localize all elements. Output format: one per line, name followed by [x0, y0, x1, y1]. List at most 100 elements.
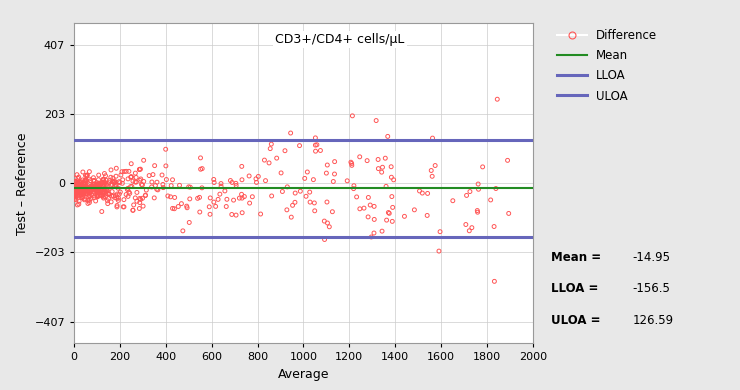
Point — [91, 184, 103, 190]
Point — [204, 195, 216, 201]
Point — [309, 148, 321, 154]
Point — [79, 187, 91, 193]
Point — [327, 178, 339, 184]
Point — [128, 202, 140, 208]
Point — [70, 185, 81, 191]
Point — [75, 186, 87, 192]
Point — [73, 183, 85, 189]
Point — [92, 172, 104, 178]
Point — [146, 184, 158, 190]
Point — [264, 145, 276, 152]
Point — [88, 183, 100, 189]
Point — [127, 207, 139, 213]
Point — [94, 189, 106, 195]
Point — [165, 183, 177, 189]
Point — [81, 184, 92, 190]
Point — [70, 193, 81, 199]
Point — [107, 188, 118, 195]
Point — [75, 192, 87, 198]
Point — [91, 192, 103, 199]
Point — [138, 178, 149, 184]
Point — [92, 177, 104, 183]
Point — [88, 177, 100, 184]
Point — [70, 186, 81, 193]
Point — [130, 170, 141, 176]
Point — [95, 181, 107, 188]
Point — [177, 228, 189, 234]
Point — [258, 157, 270, 163]
Point — [87, 181, 99, 188]
Point — [81, 187, 93, 193]
Point — [321, 162, 333, 168]
Point — [111, 204, 123, 210]
Point — [184, 196, 195, 202]
Point — [151, 186, 163, 192]
Point — [70, 185, 81, 191]
Point — [311, 142, 323, 148]
Point — [260, 177, 272, 184]
Point — [149, 163, 161, 169]
Point — [89, 181, 101, 187]
Point — [285, 130, 297, 136]
Point — [73, 198, 85, 204]
Point — [103, 195, 115, 202]
Point — [71, 193, 83, 199]
Point — [386, 218, 398, 225]
Point — [158, 184, 169, 191]
Point — [81, 186, 92, 192]
Point — [123, 189, 135, 195]
Point — [386, 164, 397, 170]
Point — [181, 203, 192, 209]
Point — [72, 189, 84, 195]
Point — [86, 185, 98, 191]
Point — [488, 278, 500, 284]
Point — [502, 210, 514, 216]
Point — [84, 183, 96, 189]
Point — [346, 160, 357, 167]
Point — [471, 209, 483, 215]
Point — [86, 186, 98, 192]
Point — [87, 183, 99, 189]
Point — [85, 183, 97, 189]
Point — [369, 203, 380, 209]
Point — [137, 195, 149, 201]
Point — [133, 166, 145, 172]
Point — [73, 178, 85, 184]
Point — [399, 213, 411, 220]
Point — [70, 193, 81, 199]
Point — [84, 177, 96, 184]
Point — [89, 193, 101, 199]
Point — [76, 188, 88, 195]
Point — [314, 147, 326, 154]
Point — [101, 190, 113, 197]
Point — [72, 190, 84, 196]
Point — [74, 190, 86, 197]
Point — [90, 183, 101, 189]
Point — [71, 179, 83, 185]
Point — [224, 177, 236, 184]
Point — [82, 188, 94, 195]
Point — [135, 166, 147, 172]
Point — [90, 188, 102, 195]
Point — [116, 168, 128, 175]
Point — [137, 203, 149, 209]
Point — [90, 186, 101, 193]
Point — [289, 190, 301, 196]
Point — [214, 191, 226, 197]
Text: LLOA =: LLOA = — [551, 282, 599, 296]
Point — [78, 181, 90, 188]
Point — [124, 190, 135, 197]
Point — [125, 174, 137, 180]
Point — [466, 225, 478, 231]
Point — [157, 181, 169, 188]
Point — [75, 195, 87, 201]
Point — [429, 162, 441, 168]
Point — [77, 190, 89, 196]
Point — [80, 183, 92, 190]
Point — [80, 183, 92, 189]
Point — [320, 170, 332, 176]
Point — [319, 236, 331, 243]
Point — [79, 177, 91, 183]
Point — [92, 194, 104, 200]
Point — [97, 176, 109, 183]
